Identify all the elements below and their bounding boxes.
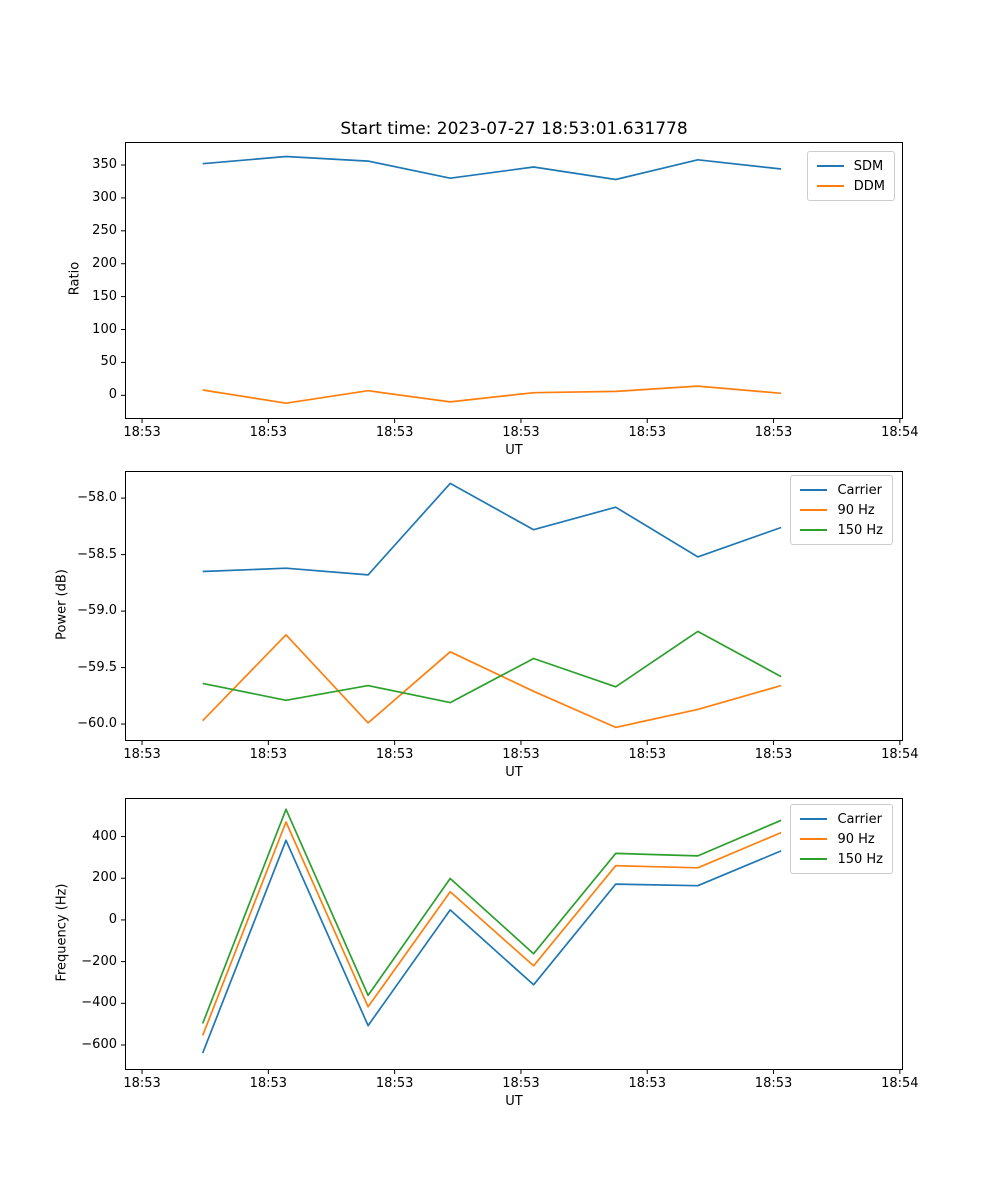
x-tick-label: 18:53 — [123, 425, 161, 440]
legend-label: 150 Hz — [837, 851, 883, 867]
legend-line-swatch — [800, 529, 828, 531]
x-tick-label: 18:54 — [881, 1076, 919, 1091]
y-tick-label: 300 — [92, 189, 117, 205]
y-tick-label: 200 — [92, 870, 117, 886]
y-tick-label: 400 — [92, 828, 117, 844]
legend-item-90-hz: 90 Hz — [800, 500, 883, 520]
carrier-line — [201, 839, 782, 1054]
x-tick-label: 18:53 — [375, 747, 414, 762]
y-tick-label: 150 — [92, 288, 117, 304]
legend-label: DDM — [853, 178, 885, 194]
y-tick-label: −59.0 — [77, 603, 117, 619]
x-tick-label: 18:53 — [249, 747, 288, 762]
legend-item-carrier: Carrier — [800, 809, 883, 829]
axes-frame — [125, 142, 903, 419]
x-tick-label: 18:53 — [502, 425, 540, 440]
legend-line-swatch — [800, 858, 828, 860]
y-tick-label: 200 — [92, 255, 117, 271]
x-tick-label: 18:53 — [754, 1076, 793, 1091]
carrier-line — [202, 482, 782, 576]
legend-label: 90 Hz — [837, 502, 875, 518]
axes-frame — [125, 471, 903, 741]
legend-line-swatch — [800, 838, 828, 840]
legend-item-sdm: SDM — [816, 156, 885, 176]
ratio-legend: SDM DDM — [806, 151, 895, 201]
x-tick-label: 18:53 — [123, 1076, 161, 1091]
y-tick-label: 0 — [108, 911, 117, 927]
legend-item-ddm: DDM — [816, 176, 885, 196]
x-tick-label: 18:53 — [628, 1076, 666, 1091]
sdm-line — [202, 155, 782, 181]
legend-item-150-hz: 150 Hz — [800, 520, 883, 540]
axes-frame — [125, 798, 903, 1070]
x-tick-label: 18:53 — [628, 747, 666, 762]
x-tick-label: 18:53 — [502, 1076, 540, 1091]
ddm-line — [202, 385, 782, 405]
y-tick-label: 100 — [92, 321, 117, 337]
ratio-plot-area — [121, 142, 903, 423]
y-tick-label: −200 — [81, 953, 117, 969]
150-hz-line — [202, 630, 782, 704]
legend-item-carrier: Carrier — [800, 480, 883, 500]
ratio-x-axis-label: UT — [505, 443, 523, 458]
legend-label: Carrier — [837, 811, 882, 827]
legend-item-150-hz: 150 Hz — [800, 849, 883, 869]
frequency-legend: Carrier 90 Hz 150 Hz — [790, 804, 893, 874]
legend-line-swatch — [816, 185, 844, 187]
x-tick-label: 18:53 — [123, 747, 161, 762]
y-tick-label: −59.5 — [77, 659, 117, 675]
power-plot-area — [121, 471, 903, 745]
x-tick-label: 18:54 — [881, 747, 919, 762]
legend-label: SDM — [853, 158, 884, 174]
90-hz-line — [202, 633, 782, 729]
x-tick-label: 18:53 — [754, 425, 793, 440]
150-hz-line — [201, 808, 782, 1024]
y-tick-label: 350 — [92, 157, 117, 173]
x-tick-label: 18:53 — [754, 747, 793, 762]
x-tick-label: 18:53 — [249, 1076, 288, 1091]
frequency-plot-area — [121, 798, 903, 1074]
90-hz-line — [201, 821, 782, 1036]
legend-label: Carrier — [837, 482, 882, 498]
frequency-x-axis-label: UT — [505, 1094, 523, 1109]
y-tick-label: −600 — [81, 1036, 117, 1052]
legend-line-swatch — [800, 509, 828, 511]
chart-title: Start time: 2023-07-27 18:53:01.631778 — [340, 119, 688, 139]
y-tick-label: −400 — [81, 995, 117, 1011]
x-tick-label: 18:53 — [375, 1076, 414, 1091]
y-tick-label: 250 — [92, 222, 117, 238]
x-tick-label: 18:54 — [881, 425, 919, 440]
x-tick-label: 18:53 — [502, 747, 540, 762]
legend-label: 90 Hz — [837, 831, 875, 847]
x-tick-label: 18:53 — [249, 425, 288, 440]
y-tick-label: −58.5 — [77, 546, 117, 562]
legend-line-swatch — [816, 165, 844, 167]
x-tick-label: 18:53 — [375, 425, 414, 440]
legend-item-90-hz: 90 Hz — [800, 829, 883, 849]
legend-line-swatch — [800, 818, 828, 820]
x-tick-label: 18:53 — [628, 425, 666, 440]
power-x-axis-label: UT — [505, 765, 523, 780]
y-tick-label: −58.0 — [77, 490, 117, 506]
legend-line-swatch — [800, 489, 828, 491]
y-tick-label: 50 — [100, 354, 117, 370]
legend-label: 150 Hz — [837, 522, 883, 538]
y-tick-label: 0 — [108, 387, 117, 403]
power-legend: Carrier 90 Hz 150 Hz — [790, 475, 893, 545]
y-tick-label: −60.0 — [77, 716, 117, 732]
